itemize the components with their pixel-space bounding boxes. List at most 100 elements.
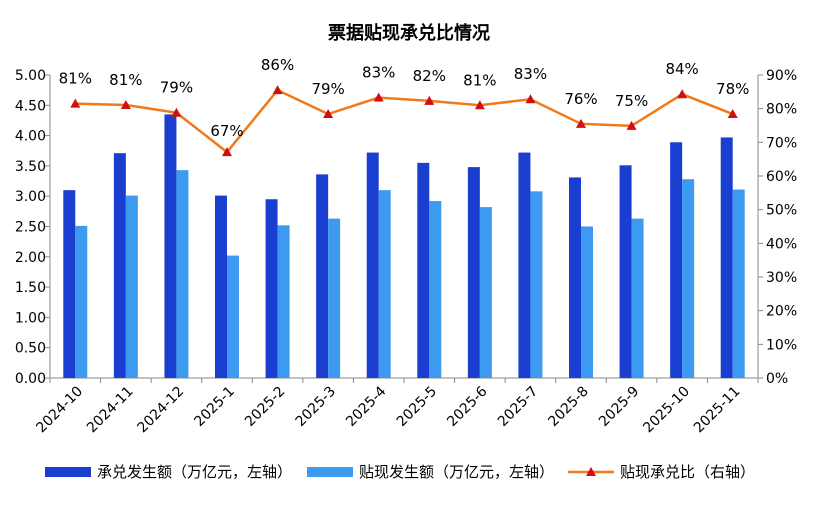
bar-discount <box>581 226 593 378</box>
x-tick-label: 2025-10 <box>640 384 693 437</box>
left-tick-label: 2.50 <box>15 220 46 236</box>
ratio-marker <box>373 92 384 102</box>
left-tick-label: 3.00 <box>15 189 46 205</box>
right-tick-label: 30% <box>766 270 797 286</box>
bar-acceptance <box>720 137 733 378</box>
right-tick-label: 70% <box>766 135 797 151</box>
legend-item-acceptance-swatch <box>45 467 91 477</box>
x-tick-label: 2025-2 <box>242 384 288 430</box>
right-tick-label: 60% <box>766 169 797 185</box>
bar-discount <box>328 218 341 378</box>
bar-discount <box>429 201 442 378</box>
ratio-marker <box>272 85 283 95</box>
ratio-marker <box>626 120 637 130</box>
x-tick-label: 2024-12 <box>135 384 188 437</box>
left-tick-label: 1.50 <box>15 280 46 296</box>
ratio-marker <box>222 147 232 157</box>
right-tick-label: 80% <box>766 102 797 118</box>
ratio-marker <box>323 109 334 119</box>
x-tick-label: 2024-10 <box>33 384 86 437</box>
bar-discount <box>732 189 745 378</box>
ratio-data-label: 81% <box>463 71 496 89</box>
bar-acceptance <box>316 174 329 378</box>
right-tick-label: 0% <box>766 371 788 387</box>
bar-discount <box>530 191 543 378</box>
ratio-marker <box>677 89 688 99</box>
data-labels: 81% 81% 79% 67% 86% 79% 83% 82% 81% 83% 76% 75% 84% 7… <box>59 56 750 140</box>
bar-acceptance <box>265 199 278 378</box>
x-tick-label: 2025-7 <box>495 384 541 430</box>
ratio-data-label: 81% <box>109 71 142 89</box>
bar-discount <box>176 170 189 378</box>
legend-item-ratio-marker <box>586 467 596 476</box>
bar-acceptance <box>164 114 177 378</box>
legend-item-discount-label: 贴现发生额（万亿元，左轴） <box>359 463 554 481</box>
ratio-data-label: 82% <box>413 67 446 85</box>
left-tick-label: 3.50 <box>15 159 46 175</box>
left-tick-label: 5.00 <box>15 68 46 84</box>
right-tick-label: 40% <box>766 236 797 252</box>
x-tick-label: 2025-5 <box>394 384 440 430</box>
x-tick-label: 2025-9 <box>596 384 642 430</box>
ratio-marker <box>171 107 182 117</box>
right-tick-label: 90% <box>766 68 797 84</box>
ratio-data-label: 79% <box>160 79 193 97</box>
ratio-marker <box>424 95 435 105</box>
ratio-data-label: 83% <box>362 64 395 82</box>
legend-item-ratio-label: 贴现承兑比（右轴） <box>620 463 755 481</box>
bar-acceptance <box>63 190 76 378</box>
ratio-data-label: 81% <box>59 70 92 88</box>
bar-acceptance <box>670 142 683 378</box>
right-tick-label: 20% <box>766 304 797 320</box>
chart-title: 票据贴现承兑比情况 <box>328 22 490 44</box>
x-tick-label: 2025-4 <box>343 383 389 429</box>
ratio-marker <box>120 99 131 109</box>
ratio-data-label: 84% <box>665 60 698 78</box>
bar-acceptance <box>518 152 531 378</box>
bar-discount <box>682 179 695 378</box>
bar-acceptance <box>366 152 379 378</box>
ratio-data-label: 67% <box>210 122 243 140</box>
bar-acceptance <box>619 165 632 378</box>
ratio-data-label: 79% <box>311 80 344 98</box>
x-tick-label: 2025-8 <box>545 384 591 430</box>
line-series <box>70 85 738 157</box>
ratio-data-label: 83% <box>514 65 547 83</box>
left-tick-label: 4.50 <box>15 98 46 114</box>
legend-item-discount-swatch <box>307 467 353 477</box>
ratio-data-label: 76% <box>564 90 597 108</box>
bars <box>63 114 745 378</box>
x-tick-label: 2025-11 <box>691 384 744 437</box>
bar-discount <box>125 195 138 378</box>
left-tick-label: 0.50 <box>15 341 46 357</box>
x-tick-label: 2025-1 <box>191 384 237 430</box>
bar-discount <box>277 225 290 378</box>
bar-acceptance <box>215 195 227 378</box>
legend-item-acceptance-label: 承兑发生额（万亿元，左轴） <box>97 463 292 481</box>
x-tick-label: 2025-3 <box>293 384 339 430</box>
right-tick-label: 10% <box>766 337 797 353</box>
ratio-marker <box>727 109 738 119</box>
right-tick-label: 50% <box>766 203 797 219</box>
bar-discount <box>227 255 239 378</box>
left-tick-label: 4.00 <box>15 129 46 145</box>
ratio-data-label: 86% <box>261 56 294 74</box>
bar-acceptance <box>113 153 126 378</box>
bar-discount <box>378 190 391 378</box>
ratio-data-label: 75% <box>615 92 648 110</box>
bar-discount <box>631 218 644 378</box>
ratio-marker <box>576 118 586 128</box>
x-tick-label: 2025-6 <box>444 383 490 429</box>
bar-discount <box>479 207 492 378</box>
left-tick-label: 1.00 <box>15 310 46 326</box>
ratio-data-label: 78% <box>716 80 749 98</box>
left-tick-label: 2.00 <box>15 250 46 266</box>
ratio-marker <box>70 98 81 108</box>
bar-acceptance <box>417 162 430 378</box>
x-tick-label: 2024-11 <box>84 384 137 437</box>
ratio-marker <box>474 100 485 110</box>
bar-acceptance <box>569 177 581 378</box>
bar-discount <box>75 225 88 378</box>
